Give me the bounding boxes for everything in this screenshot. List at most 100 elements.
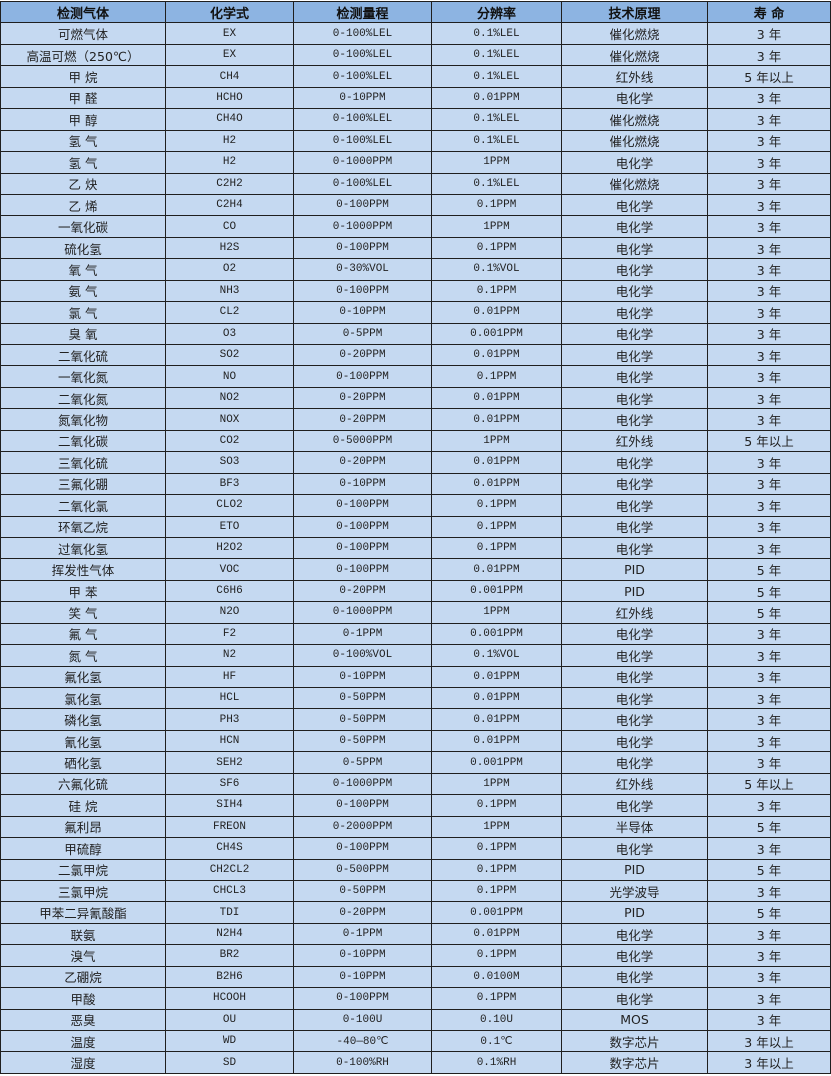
cell-gas-name: 氟化氢 — [0, 665, 166, 689]
cell-resolution: 0.001PPM — [431, 622, 562, 646]
cell-principle: 电化学 — [561, 193, 708, 217]
cell-lifespan: 3 年 — [707, 108, 831, 131]
cell-range: 0-10PPM — [293, 472, 432, 496]
cell-lifespan: 3 年 — [707, 22, 831, 45]
cell-resolution: 0.001PPM — [431, 322, 562, 346]
cell-range: 0-100PPM — [293, 536, 432, 560]
table-row: 联氨 N2H4 0-1PPM 0.01PPM 电化学 3 年 — [0, 922, 831, 946]
cell-lifespan: 3 年 — [707, 686, 831, 710]
cell-range: 0-100%LEL — [293, 22, 432, 45]
cell-range: 0-50PPM — [293, 686, 432, 710]
cell-formula: B2H6 — [165, 965, 294, 989]
cell-principle: 电化学 — [561, 536, 708, 560]
cell-resolution: 0.1%LEL — [431, 129, 562, 153]
cell-gas-name: 氢 气 — [0, 129, 166, 153]
table-row: 硒化氢 SEH2 0-5PPM 0.001PPM 电化学 3 年 — [0, 751, 831, 774]
cell-gas-name: 溴气 — [0, 944, 166, 967]
cell-principle: 电化学 — [561, 365, 708, 388]
cell-gas-name: 臭 氧 — [0, 322, 166, 346]
cell-resolution: 1PPM — [431, 815, 562, 839]
cell-gas-name: 一氧化氮 — [0, 365, 166, 388]
cell-resolution: 0.01PPM — [431, 86, 562, 110]
table-row: 湿度 SD 0-100%RH 0.1%RH 数字芯片 3 年以上 — [0, 1051, 831, 1074]
cell-resolution: 0.01PPM — [431, 451, 562, 474]
cell-principle: 电化学 — [561, 837, 708, 860]
cell-resolution: 0.1%VOL — [431, 258, 562, 281]
cell-lifespan: 3 年 — [707, 879, 831, 903]
cell-lifespan: 3 年 — [707, 301, 831, 324]
cell-lifespan: 5 年 — [707, 815, 831, 839]
cell-lifespan: 5 年 — [707, 558, 831, 581]
table-row: 臭 氧 O3 0-5PPM 0.001PPM 电化学 3 年 — [0, 322, 831, 346]
cell-range: 0-50PPM — [293, 879, 432, 903]
cell-resolution: 0.001PPM — [431, 751, 562, 774]
cell-principle: 电化学 — [561, 494, 708, 517]
cell-gas-name: 氟利昂 — [0, 815, 166, 839]
cell-gas-name: 二氧化氮 — [0, 386, 166, 410]
table-row: 氯化氢 HCL 0-50PPM 0.01PPM 电化学 3 年 — [0, 686, 831, 710]
cell-lifespan: 3 年 — [707, 172, 831, 195]
cell-lifespan: 3 年 — [707, 708, 831, 731]
cell-lifespan: 5 年 — [707, 858, 831, 881]
cell-principle: 红外线 — [561, 601, 708, 624]
cell-formula: CHCL3 — [165, 879, 294, 903]
cell-range: 0-100%LEL — [293, 43, 432, 67]
cell-range: 0-10PPM — [293, 665, 432, 689]
cell-resolution: 0.1PPM — [431, 987, 562, 1010]
cell-principle: 电化学 — [561, 987, 708, 1010]
header-lifespan: 寿 命 — [707, 0, 831, 24]
cell-principle: 电化学 — [561, 301, 708, 324]
cell-gas-name: 温度 — [0, 1029, 166, 1053]
cell-lifespan: 3 年以上 — [707, 1051, 831, 1074]
cell-gas-name: 磷化氢 — [0, 708, 166, 731]
cell-resolution: 0.01PPM — [431, 301, 562, 324]
cell-formula: HF — [165, 665, 294, 689]
cell-lifespan: 3 年 — [707, 965, 831, 989]
cell-resolution: 0.1PPM — [431, 944, 562, 967]
cell-resolution: 0.1PPM — [431, 193, 562, 217]
cell-formula: H2S — [165, 236, 294, 260]
cell-range: 0-10PPM — [293, 301, 432, 324]
cell-lifespan: 3 年 — [707, 944, 831, 967]
cell-principle: 电化学 — [561, 686, 708, 710]
table-row: 氢 气 H2 0-100%LEL 0.1%LEL 催化燃烧 3 年 — [0, 129, 831, 153]
cell-principle: 半导体 — [561, 815, 708, 839]
cell-principle: 电化学 — [561, 258, 708, 281]
table-row: 六氟化硫 SF6 0-1000PPM 1PPM 红外线 5 年以上 — [0, 772, 831, 796]
cell-principle: 数字芯片 — [561, 1029, 708, 1053]
cell-lifespan: 3 年 — [707, 279, 831, 303]
cell-principle: PID — [561, 558, 708, 581]
table-row: 乙 烯 C2H4 0-100PPM 0.1PPM 电化学 3 年 — [0, 193, 831, 217]
cell-range: 0-5PPM — [293, 751, 432, 774]
cell-formula: F2 — [165, 622, 294, 646]
cell-lifespan: 3 年 — [707, 365, 831, 388]
cell-formula: FREON — [165, 815, 294, 839]
cell-range: 0-20PPM — [293, 343, 432, 367]
cell-range: 0-100PPM — [293, 193, 432, 217]
cell-formula: H2 — [165, 151, 294, 174]
table-row: 三氟化硼 BF3 0-10PPM 0.01PPM 电化学 3 年 — [0, 472, 831, 496]
table-row: 恶臭 OU 0-100U 0.10U MOS 3 年 — [0, 1008, 831, 1032]
cell-formula: SF6 — [165, 772, 294, 796]
cell-formula: VOC — [165, 558, 294, 581]
cell-formula: EX — [165, 43, 294, 67]
cell-principle: 电化学 — [561, 451, 708, 474]
cell-formula: CL2 — [165, 301, 294, 324]
cell-lifespan: 3 年 — [707, 665, 831, 689]
cell-formula: C2H4 — [165, 193, 294, 217]
cell-lifespan: 5 年以上 — [707, 429, 831, 453]
cell-range: 0-1000PPM — [293, 601, 432, 624]
cell-range: 0-100%VOL — [293, 644, 432, 667]
cell-resolution: 0.1%LEL — [431, 43, 562, 67]
cell-formula: H2 — [165, 129, 294, 153]
table-row: 硫化氢 H2S 0-100PPM 0.1PPM 电化学 3 年 — [0, 236, 831, 260]
cell-range: 0-100PPM — [293, 558, 432, 581]
cell-lifespan: 3 年 — [707, 322, 831, 346]
table-row: 三氯甲烷 CHCL3 0-50PPM 0.1PPM 光学波导 3 年 — [0, 879, 831, 903]
cell-resolution: 1PPM — [431, 215, 562, 238]
cell-lifespan: 3 年 — [707, 343, 831, 367]
cell-gas-name: 挥发性气体 — [0, 558, 166, 581]
cell-resolution: 0.1PPM — [431, 837, 562, 860]
table-row: 氟 气 F2 0-1PPM 0.001PPM 电化学 3 年 — [0, 622, 831, 646]
cell-formula: N2 — [165, 644, 294, 667]
